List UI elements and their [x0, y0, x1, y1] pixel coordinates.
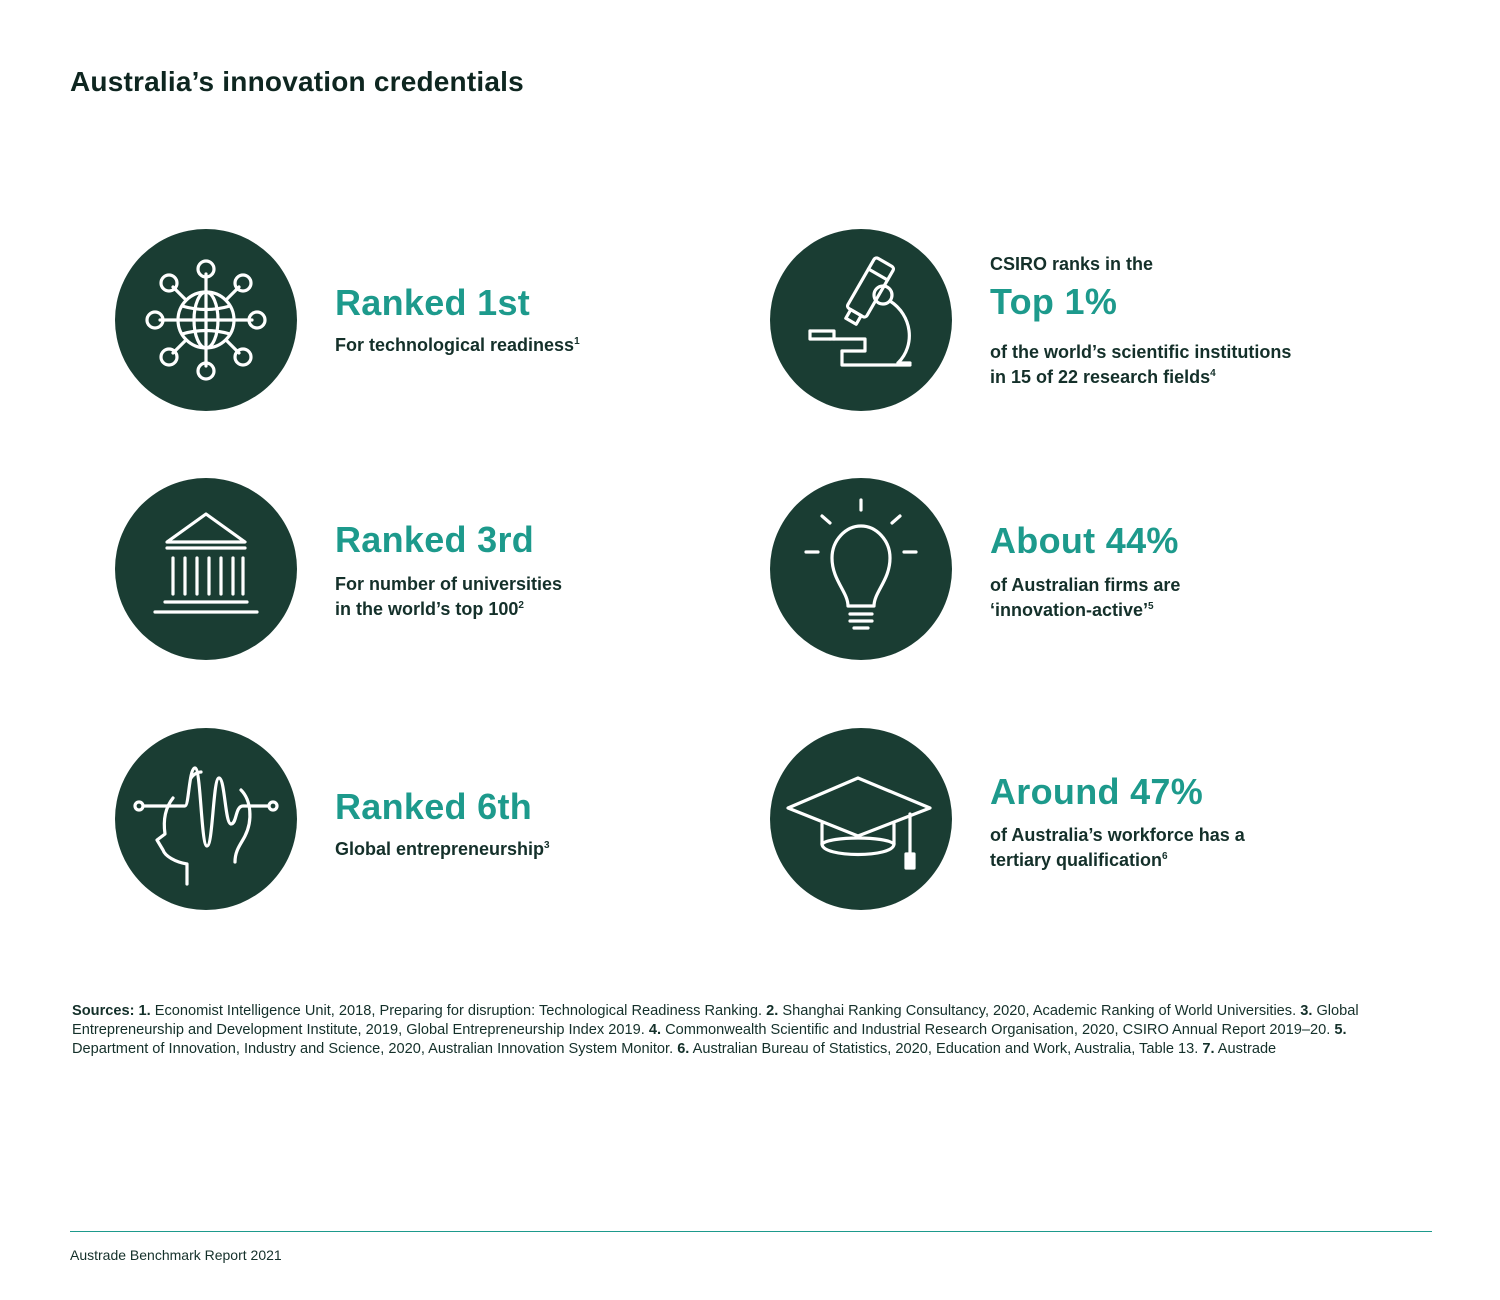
footnote-ref: 1: [574, 336, 580, 347]
description-line: of Australia’s workforce has a: [990, 825, 1245, 845]
sources-label: Sources:: [72, 1003, 135, 1019]
network-globe-icon: [115, 229, 297, 411]
stat-description: of Australian firms are ‘innovation-activ…: [990, 573, 1410, 623]
university-building-icon: [115, 478, 297, 660]
stat-headline: Ranked 6th: [335, 786, 533, 827]
stat-description: For technological readiness1: [335, 333, 755, 358]
source-text: Global Entrepreneurship and Development …: [72, 1003, 1359, 1038]
stat-text: Around 47% of Australia’s workforce has …: [990, 771, 1410, 873]
source-number: 5.: [1334, 1022, 1347, 1038]
stat-description: For number of universities in the world’s…: [335, 572, 755, 622]
head-circuit-icon: [115, 728, 297, 910]
description-line: of the world’s scientific institutions: [990, 342, 1292, 362]
description-line: For number of universities: [335, 574, 563, 594]
stat-headline: Around 47%: [990, 771, 1204, 812]
footnote-ref: 2: [518, 600, 524, 611]
footnote-ref: 4: [1210, 368, 1216, 379]
page-title: Australia’s innovation credentials: [70, 66, 524, 97]
description-line: tertiary qualification: [990, 850, 1163, 870]
description-line: For technological readiness: [335, 335, 575, 355]
footnote-ref: 3: [544, 840, 550, 851]
description-line: in 15 of 22 research fields: [990, 367, 1211, 387]
stat-pre-text: CSIRO ranks in the: [990, 254, 1154, 274]
sources-note: Sources: 1. Economist Intelligence Unit,…: [72, 1002, 1412, 1059]
stat-text: About 44% of Australian firms are ‘innova…: [990, 520, 1410, 623]
stat-description: Global entrepreneurship3: [335, 837, 755, 862]
footnote-ref: 5: [1148, 601, 1154, 612]
source-text: Department of Innovation, Industry and S…: [72, 1041, 674, 1057]
footer-divider: [70, 1231, 1432, 1232]
source-number: 2.: [766, 1003, 779, 1019]
stat-headline: Top 1%: [990, 281, 1118, 322]
stat-headline: Ranked 1st: [335, 282, 531, 323]
source-text: Economist Intelligence Unit, 2018, Prepa…: [154, 1003, 763, 1019]
source-text: Commonwealth Scientific and Industrial R…: [665, 1022, 1331, 1038]
graduation-cap-icon: [770, 728, 952, 910]
stat-text: Ranked 3rd For number of universities in …: [335, 519, 755, 622]
microscope-icon: [770, 229, 952, 411]
source-text: Shanghai Ranking Consultancy, 2020, Acad…: [782, 1003, 1297, 1019]
stat-text: Ranked 1st For technological readiness1: [335, 282, 755, 358]
stat-headline: About 44%: [990, 520, 1179, 561]
source-number: 4.: [648, 1022, 662, 1038]
description-line: in the world’s top 100: [335, 599, 519, 619]
source-number: 1.: [138, 1003, 151, 1019]
source-number: 7.: [1202, 1041, 1215, 1057]
source-text: Austrade: [1217, 1041, 1277, 1057]
source-number: 6.: [677, 1041, 690, 1057]
description-line: Global entrepreneurship: [335, 839, 545, 859]
description-line: of Australian firms are: [990, 575, 1181, 595]
stat-text: Ranked 6th Global entrepreneurship3: [335, 786, 755, 862]
description-line: ‘innovation-active’: [990, 600, 1149, 620]
footnote-ref: 6: [1162, 851, 1168, 862]
stat-description: of the world’s scientific institutions in…: [990, 340, 1410, 390]
lightbulb-icon: [770, 478, 952, 660]
stat-description: of Australia’s workforce has a tertiary q…: [990, 823, 1410, 873]
footer-report-name: Austrade Benchmark Report 2021: [70, 1247, 282, 1263]
source-number: 3.: [1300, 1003, 1313, 1019]
source-text: Australian Bureau of Statistics, 2020, E…: [692, 1041, 1199, 1057]
stat-headline: Ranked 3rd: [335, 519, 535, 560]
stat-text: CSIRO ranks in the Top 1% of the world’s…: [990, 254, 1410, 390]
